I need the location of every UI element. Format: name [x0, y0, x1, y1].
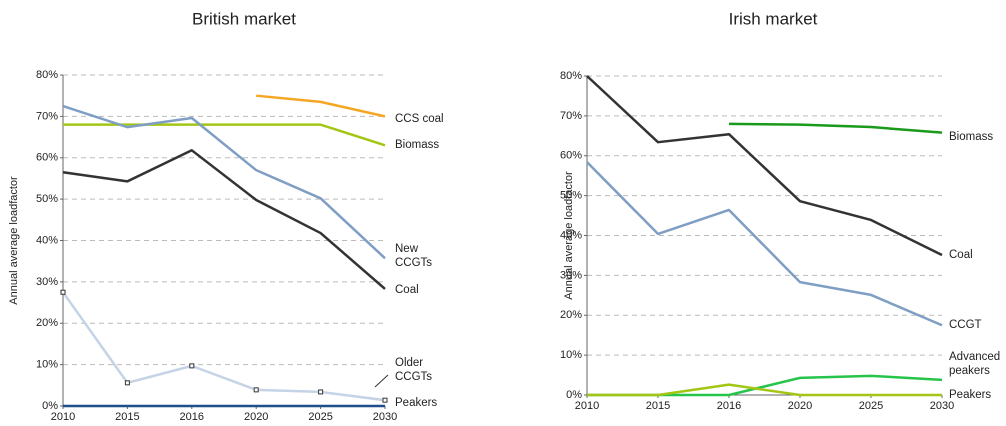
series-line — [728, 122, 943, 134]
point-marker — [253, 387, 259, 393]
x-tick-label: 2020 — [788, 400, 812, 412]
y-tick-label: 50% — [560, 190, 582, 202]
chart-title: Irish market — [729, 9, 818, 28]
series-label: Older CCGTs — [395, 357, 433, 384]
point-marker — [124, 380, 130, 386]
y-tick-label: 80% — [560, 70, 582, 82]
chart-title: British market — [192, 9, 296, 28]
y-tick-label: 60% — [560, 150, 582, 162]
series-label: CCGT — [949, 319, 982, 332]
series-line — [63, 123, 386, 147]
series-label: Peakers — [395, 397, 438, 409]
x-tick-label: 2030 — [373, 411, 397, 423]
x-tick-label: 2015 — [115, 411, 139, 423]
series-line — [587, 374, 943, 397]
series-line — [586, 161, 943, 327]
y-tick-label: 20% — [36, 317, 58, 329]
series-label: Coal — [949, 249, 973, 262]
x-tick-label: 2010 — [51, 411, 75, 423]
x-tick-label: 2020 — [244, 411, 268, 423]
y-tick-label: 40% — [560, 229, 582, 241]
series-label: CCS coal — [395, 113, 444, 126]
point-marker — [318, 389, 324, 395]
y-axis-label: Annual average loadfactor — [563, 171, 575, 300]
y-tick-label: 40% — [36, 234, 58, 246]
leader-line — [374, 374, 389, 388]
series-label: Coal — [395, 283, 419, 296]
y-tick-label: 50% — [36, 193, 58, 205]
series-line — [256, 94, 386, 118]
y-tick-label: 10% — [560, 349, 582, 361]
series-line — [61, 291, 386, 402]
x-tick-label: 2016 — [717, 400, 741, 412]
y-tick-label: 30% — [560, 269, 582, 281]
series-label: Peakers — [949, 389, 992, 401]
y-tick-label: 70% — [36, 110, 58, 122]
x-tick-label: 2025 — [308, 411, 332, 423]
series-line — [62, 104, 386, 260]
series-line — [586, 75, 943, 257]
y-tick-label: 10% — [36, 359, 58, 371]
y-tick-label: 60% — [36, 152, 58, 164]
y-axis-label: Annual average loadfactor — [8, 176, 20, 305]
series-label: Biomass — [949, 130, 994, 143]
x-tick-label: 2030 — [930, 400, 954, 412]
y-tick-label: 20% — [560, 309, 582, 321]
x-tick-label: 2015 — [646, 400, 670, 412]
y-tick-label: 30% — [36, 276, 58, 288]
point-marker — [382, 397, 388, 403]
x-tick-label: 2025 — [859, 400, 883, 412]
y-tick-label: 0% — [566, 389, 582, 401]
series-label: New CCGTs — [395, 243, 433, 270]
y-tick-label: 0% — [42, 400, 58, 412]
y-tick-label: 80% — [36, 69, 58, 81]
point-marker — [60, 289, 66, 295]
series-label: Biomass — [395, 139, 440, 152]
series-line — [62, 149, 386, 290]
point-marker — [189, 363, 195, 369]
series-label: Advanced peakers — [949, 350, 1001, 377]
y-tick-label: 70% — [560, 110, 582, 122]
series-line — [587, 383, 942, 397]
x-tick-label: 2016 — [180, 411, 204, 423]
x-tick-label: 2010 — [575, 400, 599, 412]
